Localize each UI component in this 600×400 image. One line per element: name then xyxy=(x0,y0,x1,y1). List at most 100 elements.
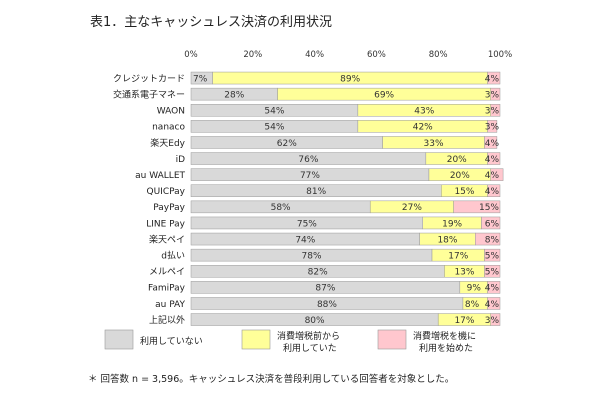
legend-label: 利用していない xyxy=(140,335,203,347)
category-label: au PAY xyxy=(155,300,185,310)
data-label: 3% xyxy=(485,107,500,117)
category-label: FamiPay xyxy=(148,284,186,294)
data-label: 6% xyxy=(485,219,500,229)
bars-group: クレジットカード 7% 89% 4% 交通系電子マネー 28% 69% 3% WAON 54% 43… xyxy=(113,71,504,326)
bar-segment xyxy=(487,281,501,294)
data-label: 75% xyxy=(297,219,317,229)
bar-segment xyxy=(490,168,504,181)
data-label: 18% xyxy=(437,235,457,245)
data-label: 4% xyxy=(485,171,500,181)
data-label: 27% xyxy=(402,203,422,213)
category-label: メルペイ xyxy=(149,268,185,278)
bar-segment xyxy=(487,297,501,310)
data-label: 19% xyxy=(442,219,462,229)
x-tick-label: 20% xyxy=(243,50,262,60)
data-label: 77% xyxy=(300,171,320,181)
data-label: 3% xyxy=(485,123,500,133)
x-tick-label: 60% xyxy=(367,50,386,60)
bar-segment xyxy=(487,184,501,197)
data-label: 8% xyxy=(485,235,500,245)
category-label: d払い xyxy=(161,249,185,261)
category-label: nanaco xyxy=(152,123,185,133)
bar-segment xyxy=(484,248,501,262)
data-label: 15% xyxy=(454,187,474,197)
data-label: 7% xyxy=(193,74,208,84)
data-label: 42% xyxy=(413,123,433,133)
data-label: 4% xyxy=(485,284,500,294)
legend-label-line: 利用していた xyxy=(283,342,337,354)
data-label: 5% xyxy=(485,268,500,278)
legend-label: 消費増税前から利用していた xyxy=(277,330,340,354)
bar-segment xyxy=(484,136,498,149)
data-label: 3% xyxy=(485,316,500,326)
data-label: 4% xyxy=(485,155,500,165)
data-label: 54% xyxy=(264,107,284,117)
data-label: 4% xyxy=(485,300,500,310)
data-label: 4% xyxy=(485,139,500,149)
bar-segment xyxy=(490,313,501,326)
category-label: au WALLET xyxy=(135,171,185,181)
chart-title: 表1．主なキャッシュレス決済の利用状況 xyxy=(90,14,332,30)
data-label: 81% xyxy=(306,187,326,197)
category-label: 楽天ペイ xyxy=(149,233,185,245)
data-label: 69% xyxy=(374,90,394,100)
category-label: クレジットカード xyxy=(113,73,185,84)
data-label: 78% xyxy=(302,251,322,261)
category-label: QUICPay xyxy=(147,187,186,197)
data-label: 88% xyxy=(317,300,337,310)
category-label: WAON xyxy=(157,107,185,117)
x-tick-label: 0% xyxy=(184,50,198,60)
bar-segment xyxy=(487,152,501,165)
bar-segment xyxy=(487,71,501,85)
bar-segment xyxy=(453,200,501,214)
bar-segment xyxy=(481,216,501,230)
legend: 利用していない 消費増税前から利用していた 消費増税を機に利用を始めた xyxy=(104,329,476,354)
data-label: 13% xyxy=(454,268,474,278)
bar-segment xyxy=(475,232,501,246)
data-label: 54% xyxy=(264,123,284,133)
data-label: 82% xyxy=(308,268,328,278)
bar-segment xyxy=(490,104,501,117)
data-label: 17% xyxy=(454,316,474,326)
data-label: 62% xyxy=(277,139,297,149)
data-label: 9% xyxy=(467,284,482,294)
category-label: 上記以外 xyxy=(149,314,185,326)
x-tick-label: 40% xyxy=(305,50,324,60)
x-tick-label: 100% xyxy=(488,50,512,60)
legend-label: 消費増税を機に利用を始めた xyxy=(413,330,476,354)
x-tick-label: 80% xyxy=(429,50,448,60)
category-label: PayPay xyxy=(153,203,185,213)
data-label: 4% xyxy=(485,74,500,84)
bar-segment xyxy=(484,265,501,278)
data-label: 5% xyxy=(485,251,500,261)
data-label: 33% xyxy=(424,139,444,149)
data-label: 4% xyxy=(485,187,500,197)
category-label: LINE Pay xyxy=(146,219,185,229)
data-label: 8% xyxy=(465,300,480,310)
data-label: 20% xyxy=(450,171,470,181)
legend-swatch xyxy=(377,329,407,350)
legend-label-line: 消費増税を機に xyxy=(413,330,476,342)
category-label: iD xyxy=(176,155,186,165)
data-label: 89% xyxy=(340,74,360,84)
data-label: 80% xyxy=(305,316,325,326)
data-label: 15% xyxy=(479,203,499,213)
data-label: 43% xyxy=(414,107,434,117)
data-label: 20% xyxy=(447,155,467,165)
legend-swatch xyxy=(241,329,271,350)
data-label: 58% xyxy=(271,203,291,213)
legend-swatch xyxy=(104,329,134,350)
legend-label-line: 利用を始めた xyxy=(419,342,473,354)
category-label: 楽天Edy xyxy=(150,137,185,149)
data-label: 3% xyxy=(485,90,500,100)
bar-segment xyxy=(487,120,498,133)
x-axis-ticks: 0% 20% 40% 60% 80% 100% xyxy=(184,50,512,60)
legend-label-line: 消費増税前から xyxy=(277,330,340,342)
category-label: 交通系電子マネー xyxy=(113,88,185,100)
data-label: 28% xyxy=(224,90,244,100)
data-label: 74% xyxy=(295,235,315,245)
data-label: 76% xyxy=(298,155,318,165)
data-label: 17% xyxy=(448,251,468,261)
